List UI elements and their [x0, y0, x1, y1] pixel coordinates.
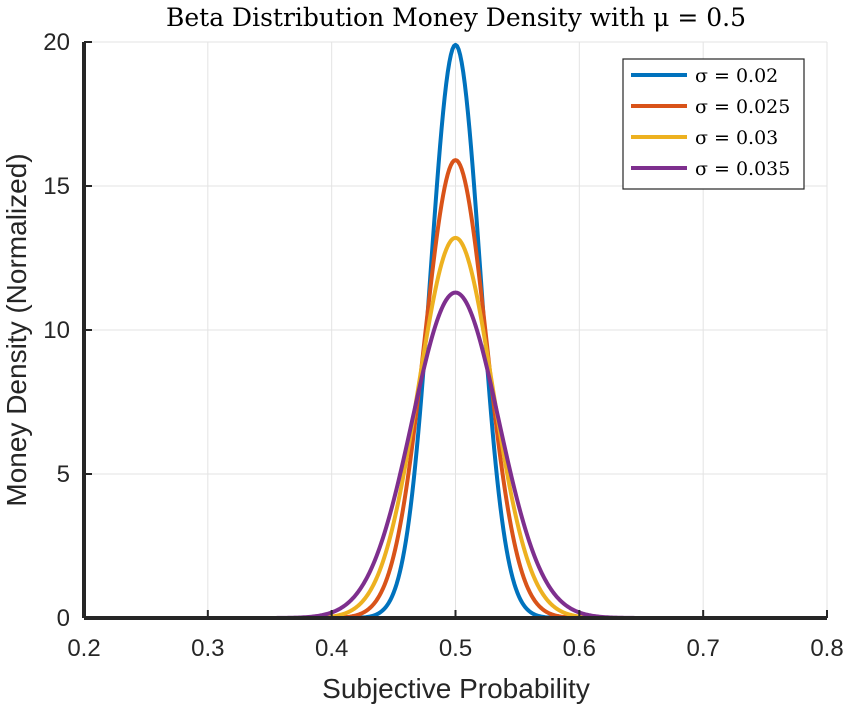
x-tick-label: 0.3	[191, 635, 224, 662]
x-tick-label: 0.5	[439, 635, 472, 662]
y-tick-label: 10	[43, 317, 70, 344]
legend: σ = 0.02 σ = 0.025 σ = 0.03 σ = 0.035	[622, 58, 805, 190]
legend-label: σ = 0.035	[695, 158, 790, 180]
x-tick-label: 0.7	[686, 635, 719, 662]
axes	[82, 41, 828, 620]
legend-entry: σ = 0.035	[631, 158, 790, 180]
x-tick-label: 0.4	[315, 635, 348, 662]
x-tick-label: 0.6	[563, 635, 596, 662]
legend-label: σ = 0.03	[695, 127, 778, 149]
y-tick-label: 0	[57, 605, 70, 632]
tick-labels: 0.2 0.3 0.4 0.5 0.6 0.7 0.8 0 5 10 15 20	[43, 29, 843, 662]
y-tick-label: 5	[57, 461, 70, 488]
x-axis-title: Subjective Probability	[322, 673, 590, 704]
legend-entry: σ = 0.025	[631, 96, 790, 118]
chart-title: Beta Distribution Money Density with μ =…	[166, 3, 746, 32]
legend-entry: σ = 0.02	[631, 65, 778, 87]
y-axis-title: Money Density (Normalized)	[1, 153, 32, 506]
y-tick-label: 15	[43, 173, 70, 200]
legend-label: σ = 0.025	[695, 96, 790, 118]
legend-label: σ = 0.02	[695, 65, 778, 87]
legend-entry: σ = 0.03	[631, 127, 778, 149]
x-tick-label: 0.2	[67, 635, 100, 662]
y-tick-label: 20	[43, 29, 70, 56]
x-tick-label: 0.8	[810, 635, 843, 662]
